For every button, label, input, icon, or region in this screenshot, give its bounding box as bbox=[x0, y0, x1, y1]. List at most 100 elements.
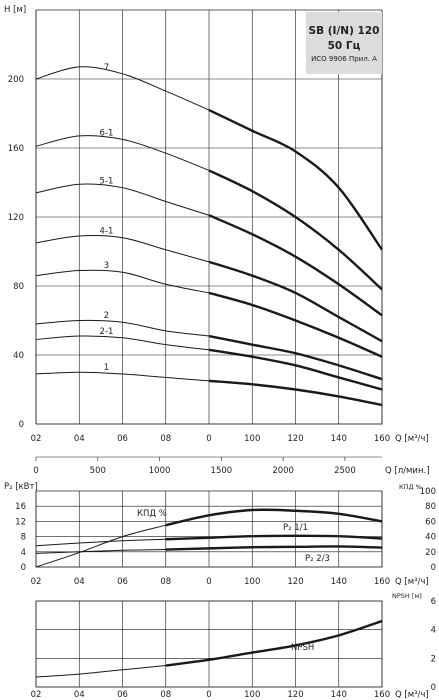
y-tick-label: 2 bbox=[431, 654, 436, 664]
lpm-tick-label: 0 bbox=[33, 466, 38, 476]
head-curve-bold-segment bbox=[208, 348, 383, 391]
y-tick-label: 12 bbox=[15, 517, 26, 527]
x-tick-label: 08 bbox=[160, 434, 171, 444]
y-tick-label: 0 bbox=[21, 563, 26, 573]
lpm-tick-label: 2000 bbox=[272, 466, 294, 476]
y-tick-label: 80 bbox=[13, 282, 24, 292]
y-tick-label: 20 bbox=[425, 548, 436, 558]
head-curve-thin-segment bbox=[35, 66, 210, 111]
x-tick-label: 160 bbox=[374, 690, 390, 700]
x-tick-label: 04 bbox=[74, 577, 85, 587]
x-tick-label: 100 bbox=[244, 434, 260, 444]
x-tick-label: 120 bbox=[287, 690, 303, 700]
head-curve-thin-segment bbox=[35, 235, 210, 263]
x-tick-label: 02 bbox=[31, 434, 42, 444]
npsh-curves bbox=[35, 619, 383, 678]
power-curves bbox=[35, 508, 383, 568]
npsh-plot-frame bbox=[35, 600, 383, 688]
standard-note: ИСО 9906 Прил. А bbox=[311, 55, 377, 63]
stage-label: 3 bbox=[104, 261, 109, 271]
head-curve-thin-segment bbox=[35, 183, 210, 216]
x-tick-label: 02 bbox=[31, 690, 42, 700]
lpm-tick-label: 2500 bbox=[334, 466, 356, 476]
head-curve-bold-segment bbox=[208, 108, 383, 251]
head-x-axis-label: Q [м³/ч] bbox=[395, 434, 429, 444]
pump-model-title: SB (I/N) 120 bbox=[309, 25, 380, 37]
npsh-x-axis-label: Q [м³/ч] bbox=[395, 690, 429, 700]
lpm-tick-label: 500 bbox=[90, 466, 106, 476]
x-tick-label: 06 bbox=[117, 434, 128, 444]
stage-label: 2-1 bbox=[100, 327, 114, 337]
y-tick-label: 4 bbox=[21, 548, 26, 558]
power-x-axis-label: Q [м³/ч] bbox=[395, 577, 429, 587]
x-tick-label: 120 bbox=[287, 434, 303, 444]
power-curve-thin-segment bbox=[35, 549, 166, 554]
title-box-background bbox=[306, 12, 382, 74]
head-curve-bold-segment bbox=[208, 379, 383, 407]
x-tick-label: 08 bbox=[160, 577, 171, 587]
stage-label: 5-1 bbox=[100, 177, 114, 187]
head-curve-bold-segment bbox=[208, 169, 383, 291]
x-tick-label: 0 bbox=[206, 434, 211, 444]
y-tick-label: 80 bbox=[425, 502, 436, 512]
power-reduced-label: P₂ 2/3 bbox=[305, 554, 330, 564]
title-box: SB (I/N) 120 50 Гц ИСО 9906 Прил. А bbox=[306, 12, 382, 74]
y-tick-label: 0 bbox=[19, 420, 24, 430]
flow-lpm-ticks: 0 500 1000 1500 2000 2500 bbox=[33, 457, 356, 476]
head-y-ticks: 0 40 80 120 160 200 bbox=[8, 75, 24, 430]
head-curve-thin-segment bbox=[35, 371, 210, 382]
x-tick-label: 06 bbox=[117, 690, 128, 700]
y-tick-label: 160 bbox=[8, 144, 24, 154]
x-tick-label: 100 bbox=[244, 690, 260, 700]
head-curve-thin-segment bbox=[35, 269, 210, 294]
lpm-tick-label: 1500 bbox=[211, 466, 233, 476]
npsh-y-axis-label: NPSH [м] bbox=[392, 592, 422, 600]
npsh-x-ticks: 02 04 06 08 0 100 120 140 160 bbox=[31, 690, 391, 700]
efficiency-curve-label: КПД % bbox=[137, 509, 167, 519]
head-y-axis-label: H [м] bbox=[4, 5, 26, 15]
stage-label: 4-1 bbox=[100, 227, 114, 237]
head-x-ticks: 02 04 06 08 0 100 120 140 160 bbox=[31, 434, 391, 444]
head-curve-bold-segment bbox=[208, 214, 383, 317]
efficiency-curve-thin-segment bbox=[35, 524, 166, 568]
power-curve-bold-segment bbox=[165, 545, 383, 551]
head-plot-frame bbox=[35, 9, 383, 425]
flow-lpm-axis-label: Q [л/мин.] bbox=[385, 466, 430, 476]
efficiency-axis-label: КПД % bbox=[399, 483, 422, 491]
frequency-label: 50 Гц bbox=[328, 40, 361, 52]
stage-label: 2 bbox=[104, 311, 109, 321]
y-tick-label: 16 bbox=[15, 502, 26, 512]
x-tick-label: 160 bbox=[374, 434, 390, 444]
power-y-ticks: 0 4 8 12 16 bbox=[15, 502, 26, 573]
x-tick-label: 140 bbox=[331, 434, 347, 444]
x-tick-label: 0 bbox=[206, 577, 211, 587]
x-tick-label: 120 bbox=[287, 577, 303, 587]
head-curve-bold-segment bbox=[208, 334, 383, 381]
y-tick-label: 120 bbox=[8, 213, 24, 223]
y-tick-label: 40 bbox=[425, 533, 436, 543]
x-tick-label: 140 bbox=[331, 577, 347, 587]
head-curves: 7 6-1 5-1 4-1 3 2 2-1 1 bbox=[35, 63, 383, 407]
x-tick-label: 04 bbox=[74, 434, 85, 444]
efficiency-y-ticks: 0 20 40 60 80 100 bbox=[420, 487, 436, 573]
head-curve-thin-segment bbox=[35, 135, 210, 171]
lpm-tick-label: 1000 bbox=[149, 466, 171, 476]
y-tick-label: 6 bbox=[431, 597, 436, 607]
flow-lpm-axis: 0 500 1000 1500 2000 2500 Q [л/мин.] bbox=[33, 456, 430, 476]
x-tick-label: 04 bbox=[74, 690, 85, 700]
head-curve-thin-segment bbox=[35, 335, 210, 351]
y-tick-label: 40 bbox=[13, 351, 24, 361]
efficiency-curve-bold-segment bbox=[165, 508, 383, 527]
head-curve-bold-segment bbox=[208, 260, 383, 343]
head-curve-bold-segment bbox=[208, 291, 383, 358]
x-tick-label: 140 bbox=[331, 690, 347, 700]
stage-label: 6-1 bbox=[100, 128, 114, 138]
x-tick-label: 160 bbox=[374, 577, 390, 587]
stage-label: 1 bbox=[104, 363, 109, 373]
y-tick-label: 60 bbox=[425, 517, 436, 527]
power-y-axis-label: P₂ [кВт] bbox=[4, 482, 38, 492]
head-panel: H [м] 0 40 80 120 160 200 02 04 06 08 0 100 120 140 1… bbox=[4, 5, 429, 444]
power-curve-bold-segment bbox=[165, 534, 383, 541]
